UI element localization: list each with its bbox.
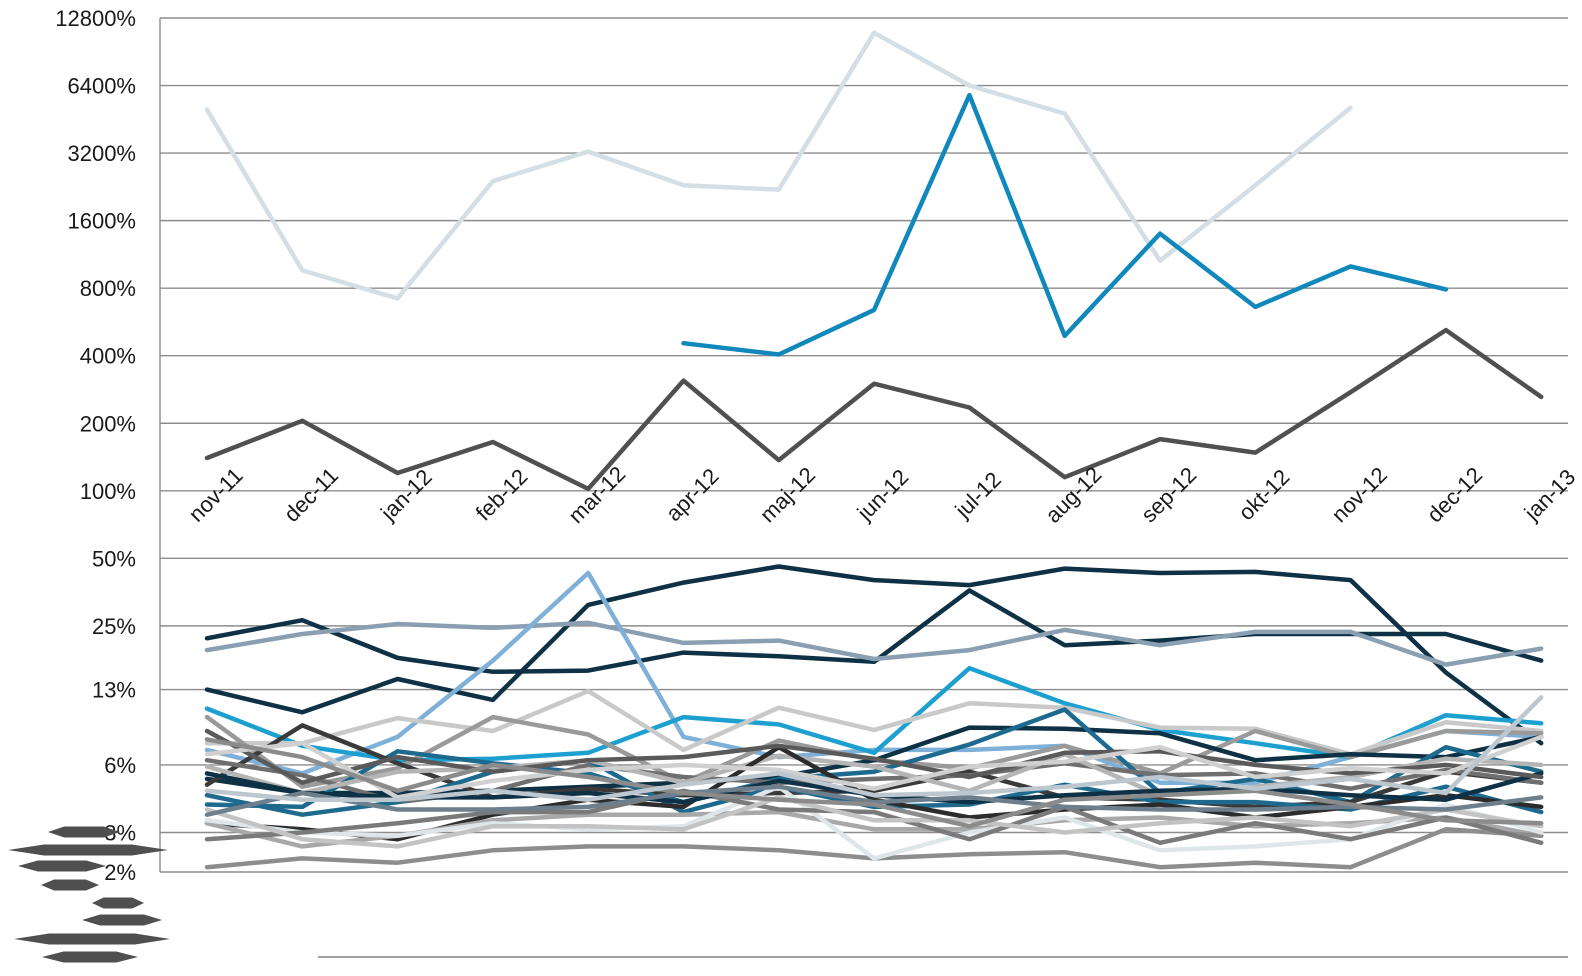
x-tick-label: nov-11 [184, 463, 248, 527]
y-tick-label: 100% [80, 479, 136, 504]
series-line [204, 737, 1544, 829]
series-line [204, 620, 1544, 667]
series-line [204, 30, 1353, 301]
legend-marker [8, 844, 168, 856]
x-tick-label: apr-12 [661, 463, 724, 526]
legend-marker [42, 951, 138, 963]
series-line [204, 784, 1544, 817]
legend [8, 826, 1568, 963]
legend-marker [92, 897, 144, 909]
y-tick-label: 50% [92, 546, 136, 571]
series-line [204, 784, 1544, 861]
x-tick-label: nov-12 [1327, 462, 1392, 527]
gridlines [159, 17, 1568, 873]
y-tick-label: 25% [92, 614, 136, 639]
x-tick-label: jan-12 [375, 464, 437, 526]
series-line [204, 734, 1544, 800]
y-tick-label: 6% [104, 753, 136, 778]
series-line [204, 327, 1544, 492]
y-tick-label: 2% [104, 860, 136, 885]
y-tick-labels: 2%3%6%13%25%50%100%200%400%800%1600%3200… [55, 6, 136, 885]
y-tick-label: 3200% [67, 141, 136, 166]
y-tick-label: 400% [80, 344, 136, 369]
series-line [681, 92, 1449, 357]
x-tick-label: sep-12 [1136, 462, 1201, 527]
series-line [204, 788, 1544, 846]
y-tick-label: 200% [80, 411, 136, 436]
x-tick-label: dec-12 [1422, 462, 1487, 527]
series-line [204, 564, 1544, 746]
x-tick-label: feb-12 [471, 464, 533, 526]
x-tick-label: jun-12 [852, 464, 914, 526]
x-tick-label: mar-12 [563, 461, 630, 528]
series-line [204, 795, 1544, 849]
y-tick-label: 6400% [67, 74, 136, 99]
x-tick-label: maj-12 [755, 462, 820, 527]
legend-marker [14, 933, 170, 945]
series-line [204, 695, 1544, 802]
legend-marker [82, 914, 162, 926]
x-tick-label: jan-13 [1519, 464, 1581, 526]
series-lines [204, 30, 1544, 870]
y-tick-label: 13% [92, 678, 136, 703]
series-line [204, 688, 1544, 757]
legend-marker [18, 860, 106, 872]
y-tick-label: 12800% [55, 6, 136, 31]
x-tick-label: okt-12 [1234, 464, 1295, 525]
y-tick-label: 800% [80, 276, 136, 301]
legend-marker [48, 826, 120, 838]
legend-marker [41, 879, 99, 891]
y-tick-label: 1600% [67, 209, 136, 234]
x-tick-label: jul-12 [950, 467, 1006, 523]
x-tick-label: dec-11 [279, 463, 343, 527]
